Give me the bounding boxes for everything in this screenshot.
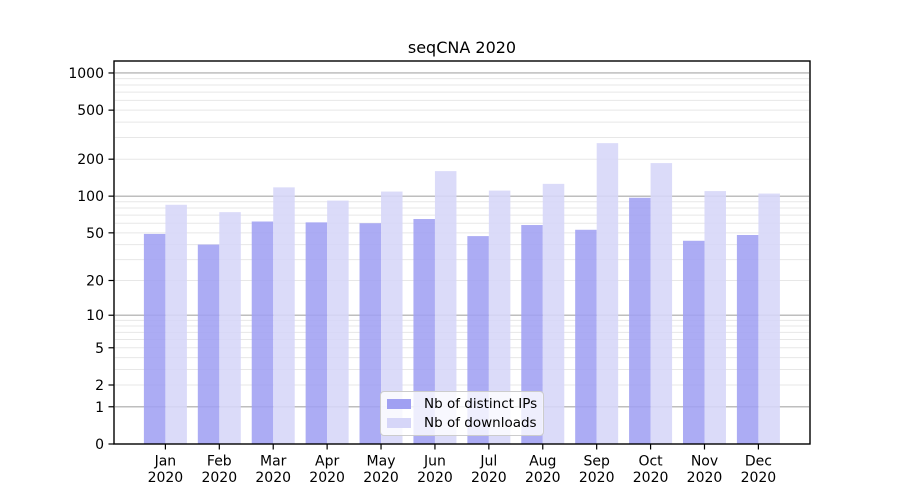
bar-downloads-Jan	[165, 204, 187, 444]
bar-distinct-ips-Oct	[629, 197, 651, 444]
y-tick-label: 50	[86, 226, 104, 242]
x-tick-label: Jun 2020	[417, 454, 453, 487]
legend-swatch-distinct-ips	[387, 399, 411, 409]
bar-downloads-May	[381, 191, 403, 444]
y-tick-label: 1000	[68, 66, 104, 82]
bar-downloads-Feb	[219, 212, 241, 444]
bar-distinct-ips-Nov	[682, 240, 705, 444]
x-tick-label: Mar 2020	[255, 454, 291, 487]
bar-distinct-ips-Sep	[575, 229, 597, 444]
legend-item: Nb of downloads	[387, 415, 543, 431]
x-tick-label: Aug 2020	[525, 454, 561, 487]
y-tick-label: 20	[86, 273, 104, 289]
x-tick-label: Sep 2020	[579, 454, 615, 487]
bar-distinct-ips-Jun	[413, 218, 435, 444]
x-tick-label: Apr 2020	[309, 454, 345, 487]
plot-frame	[113, 60, 811, 445]
x-tick-label: Feb 2020	[201, 454, 237, 487]
bar-distinct-ips-Feb	[197, 244, 220, 444]
bar-downloads-Sep	[596, 143, 619, 444]
x-tick-label: Jan 2020	[148, 454, 184, 487]
x-tick-label: Nov 2020	[687, 454, 723, 487]
y-tick-label: 2	[95, 378, 104, 394]
legend-swatch-downloads	[387, 418, 411, 428]
chart-title: seqCNA 2020	[407, 38, 517, 57]
y-tick-label: 5	[95, 341, 104, 357]
bar-downloads-Aug	[542, 183, 565, 445]
x-tick-label: Dec 2020	[741, 454, 777, 487]
bar-downloads-Dec	[758, 193, 780, 444]
bar-distinct-ips-Dec	[736, 234, 759, 444]
x-tick-label: Jul 2020	[471, 454, 507, 487]
x-tick-label: May 2020	[363, 454, 399, 487]
legend-label: Nb of distinct IPs	[424, 396, 538, 412]
bar-distinct-ips-Mar	[251, 221, 274, 444]
x-tick-label: Oct 2020	[633, 454, 669, 487]
bar-downloads-Apr	[327, 200, 349, 444]
bar-distinct-ips-May	[359, 223, 382, 444]
bar-downloads-Nov	[704, 191, 726, 444]
bar-distinct-ips-Apr	[305, 222, 328, 444]
bar-distinct-ips-Jan	[143, 233, 166, 444]
y-tick-label: 500	[77, 103, 104, 119]
legend-label: Nb of downloads	[424, 415, 537, 431]
y-tick-label: 1	[95, 400, 104, 416]
bar-downloads-Jul	[488, 190, 511, 444]
bar-distinct-ips-Aug	[521, 225, 543, 444]
y-tick-label: 0	[95, 437, 104, 453]
y-tick-label: 200	[77, 152, 104, 168]
bar-downloads-Jun	[434, 171, 457, 445]
bar-downloads-Mar	[273, 187, 295, 444]
legend: Nb of distinct IPs Nb of downloads	[380, 391, 544, 436]
legend-item: Nb of distinct IPs	[387, 396, 543, 412]
y-tick-label: 100	[77, 189, 104, 205]
bar-downloads-Oct	[650, 163, 673, 444]
y-tick-label: 10	[86, 308, 104, 324]
